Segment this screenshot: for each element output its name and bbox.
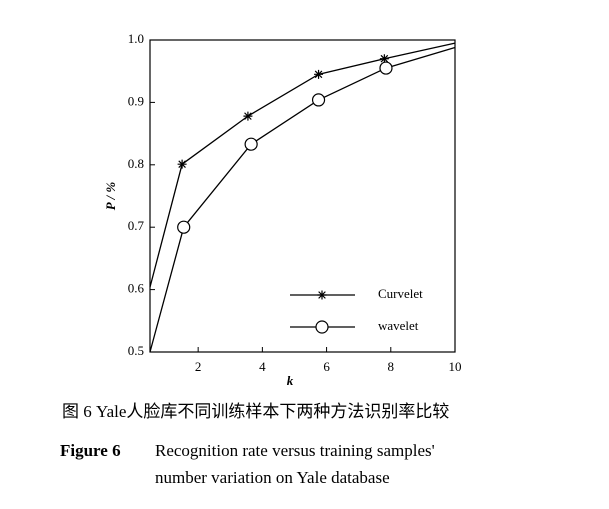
x-tick-label: 8	[388, 359, 395, 374]
plot-frame	[149, 39, 456, 353]
x-tick-label: 4	[259, 359, 266, 374]
legend-marker	[317, 290, 327, 300]
caption-label: Figure 6	[60, 441, 121, 460]
series-line	[149, 42, 456, 288]
y-tick-label: 0.9	[128, 93, 144, 108]
marker	[244, 137, 258, 151]
caption-line: Recognition rate versus training samples…	[155, 441, 435, 460]
series-line	[149, 46, 456, 353]
caption-zh: 图 6 Yale人脸库不同训练样本下两种方法识别率比较	[62, 402, 449, 421]
y-tick-label: 0.6	[128, 281, 145, 296]
x-tick-label: 6	[323, 359, 330, 374]
marker	[314, 69, 324, 79]
x-label: k	[287, 373, 294, 388]
y-tick-label: 0.8	[128, 156, 144, 171]
caption-line: number variation on Yale database	[155, 468, 390, 487]
marker	[379, 54, 389, 64]
legend-label: Curvelet	[378, 286, 423, 301]
marker	[177, 159, 187, 169]
x-tick-label: 2	[195, 359, 202, 374]
y-label: P / %	[103, 182, 118, 211]
legend-marker	[315, 320, 329, 334]
y-tick-label: 1.0	[128, 31, 144, 46]
y-tick-label: 0.5	[128, 343, 144, 358]
marker	[243, 111, 253, 121]
y-tick-label: 0.7	[128, 218, 145, 233]
marker	[379, 61, 393, 75]
legend-label: wavelet	[378, 318, 419, 333]
x-tick-label: 10	[449, 359, 462, 374]
marker	[177, 220, 191, 234]
marker	[311, 93, 326, 107]
